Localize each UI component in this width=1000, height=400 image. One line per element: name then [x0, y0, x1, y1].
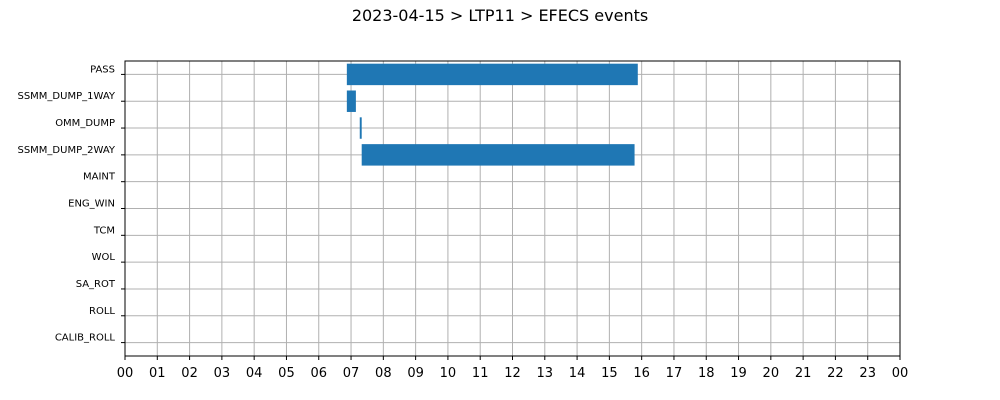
event-bar-pass [346, 63, 638, 86]
x-tick-label: 05 [278, 366, 295, 381]
y-tick-label: CALIB_ROLL [55, 333, 116, 344]
y-tick-label: ROLL [89, 306, 115, 317]
x-tick-label: 22 [827, 366, 844, 381]
y-tick-label: ENG_WIN [68, 199, 115, 210]
x-tick-label: 10 [440, 366, 457, 381]
y-tick-label: WOL [92, 252, 116, 263]
x-tick-label: 04 [246, 366, 263, 381]
y-tick-label: SA_ROT [76, 279, 116, 290]
x-tick-label: 03 [214, 366, 231, 381]
x-tick-label: 23 [859, 366, 876, 381]
y-tick-label: SSMM_DUMP_1WAY [17, 91, 115, 102]
x-tick-label: 20 [763, 366, 780, 381]
x-tick-label: 18 [698, 366, 715, 381]
x-tick-label: 02 [181, 366, 198, 381]
y-tick-label: MAINT [83, 172, 116, 183]
y-tick-label: SSMM_DUMP_2WAY [17, 145, 115, 156]
x-tick-label: 14 [569, 366, 586, 381]
x-tick-label: 17 [666, 366, 683, 381]
x-tick-label: 16 [633, 366, 650, 381]
y-tick-label: OMM_DUMP [55, 118, 115, 129]
x-tick-label: 09 [407, 366, 424, 381]
x-tick-label: 07 [343, 366, 360, 381]
x-tick-label: 00 [117, 366, 134, 381]
x-tick-label: 15 [601, 366, 618, 381]
x-tick-label: 08 [375, 366, 392, 381]
event-bar-ssmm-dump-1way [346, 90, 356, 112]
x-tick-label: 00 [892, 366, 909, 381]
y-tick-label: PASS [90, 64, 115, 75]
x-tick-label: 11 [472, 366, 489, 381]
x-tick-label: 01 [149, 366, 166, 381]
event-bar-omm-dump [359, 117, 362, 139]
event-bar-ssmm-dump-2way [361, 144, 635, 166]
x-tick-label: 21 [795, 366, 812, 381]
x-tick-label: 19 [730, 366, 747, 381]
x-tick-label: 13 [537, 366, 554, 381]
y-tick-label: TCM [93, 225, 115, 236]
chart-title: 2023-04-15 > LTP11 > EFECS events [351, 6, 649, 25]
x-tick-label: 06 [310, 366, 327, 381]
x-tick-label: 12 [504, 366, 521, 381]
